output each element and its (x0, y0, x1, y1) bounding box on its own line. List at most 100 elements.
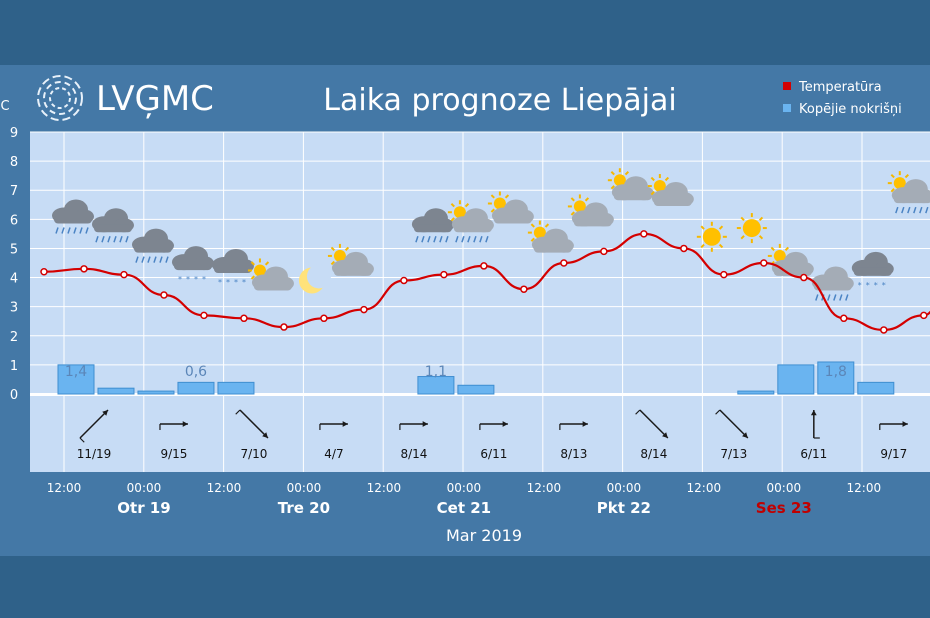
precip-bar (97, 387, 135, 395)
cloud-base (893, 195, 930, 204)
drizzle-partly-cloudy-icon (887, 171, 930, 214)
precip-total-label: 1,8 (825, 364, 847, 380)
rain-drop (833, 294, 837, 301)
sun-ray (664, 176, 670, 182)
sun-ray (450, 203, 455, 208)
sun-ray (530, 223, 535, 228)
sun-ray (544, 223, 550, 228)
sleet-flake: * (202, 275, 206, 284)
sun-disc (253, 264, 266, 277)
precip-bar (857, 381, 895, 395)
wind-head (342, 421, 348, 427)
precip-total-label: 1,1 (425, 364, 447, 380)
sun-ray (740, 216, 745, 221)
wind-label: 8/14 (400, 447, 427, 461)
time-tick-label: 00:00 (607, 481, 642, 495)
wind-head (662, 432, 668, 438)
sleet-flake: * (234, 278, 238, 287)
sun-ray (650, 176, 655, 182)
rain-drop (479, 236, 483, 243)
wind-label: 11/19 (77, 447, 112, 461)
rain-drop (159, 256, 163, 263)
sun-ray (464, 203, 470, 208)
rain-drop (433, 236, 437, 243)
sun-ray (740, 235, 745, 240)
chart-title: Laika prognoze Liepājai (323, 83, 676, 118)
wind-label: 8/13 (560, 447, 587, 461)
sun-ray (700, 225, 705, 230)
sun-disc (613, 174, 626, 187)
wind-head (582, 421, 588, 427)
sun-ray (250, 261, 256, 266)
temperature-point (40, 267, 48, 276)
wind-head (422, 421, 428, 427)
temperature-point (200, 311, 208, 320)
partly-cloudy-icon (487, 191, 534, 224)
rain-drop (461, 236, 465, 243)
sleet-flake: * (858, 281, 862, 290)
y-tick-label: 3 (10, 301, 18, 316)
sun-ray (330, 246, 335, 251)
temperature-series (40, 230, 930, 334)
temperature-point (840, 314, 848, 323)
rain-drop (473, 236, 477, 243)
temperature-point (640, 230, 648, 238)
wind-arrow-icon (399, 421, 428, 430)
rain-drop (119, 236, 123, 243)
rain-drop (79, 227, 83, 234)
temperature-point (760, 259, 768, 267)
wind-head (742, 432, 748, 438)
sun-ray (584, 197, 590, 202)
rain-cloud-icon (411, 208, 454, 243)
rain-drop (165, 256, 169, 263)
sun-ray (904, 173, 909, 179)
wind-shaft (239, 409, 269, 439)
legend-label-precipitation: Kopējie nokrišņi (799, 102, 902, 117)
sleet-flake: * (882, 281, 886, 290)
rain-drop (141, 256, 145, 263)
rain-drop (107, 236, 111, 243)
sleet-flake: * (194, 275, 198, 284)
temperature-point (560, 259, 568, 267)
sleet-flake: * (178, 275, 182, 284)
moon-shadow (306, 264, 331, 289)
time-tick-label: 00:00 (127, 481, 162, 495)
wind-arrow-icon (479, 421, 508, 430)
cloud-base (493, 215, 532, 224)
sun-ray (504, 194, 510, 199)
sun-ray (344, 246, 350, 251)
rain-drop (827, 294, 831, 301)
cloud-base (653, 198, 692, 207)
precip-bar (137, 390, 175, 395)
sleet-flake: * (186, 275, 190, 284)
lvgmc-logo: LVĢMC (37, 75, 214, 121)
sleet-flake: * (242, 278, 246, 287)
sun-disc (533, 226, 546, 239)
precip-bar (737, 390, 775, 395)
rain-drop (455, 236, 459, 243)
wind-shaft (79, 409, 109, 439)
top-band (0, 0, 930, 65)
sun-ray (718, 225, 724, 230)
sun-ray (530, 237, 535, 242)
cloud-base (54, 215, 92, 224)
rain-drop (895, 206, 899, 214)
sun-ray (890, 188, 895, 193)
partly-cloudy-icon (607, 168, 654, 201)
wind-head (102, 410, 108, 416)
cloud-base (613, 192, 652, 201)
partly-cloudy-icon (567, 194, 614, 227)
cloud-base (173, 262, 212, 271)
sun-ray (758, 235, 764, 240)
wind-arrow-icon (319, 421, 348, 430)
sun-ray (770, 246, 775, 251)
sleet-flake: * (866, 281, 870, 290)
y-tick-label: 1 (10, 359, 18, 374)
sun-disc (573, 200, 586, 213)
day-label: Pkt 22 (597, 499, 651, 517)
precip-bar (817, 361, 855, 395)
rain-drop (415, 236, 419, 243)
rain-drop (85, 227, 89, 234)
rain-drop (61, 227, 65, 234)
temperature-point (120, 270, 128, 279)
